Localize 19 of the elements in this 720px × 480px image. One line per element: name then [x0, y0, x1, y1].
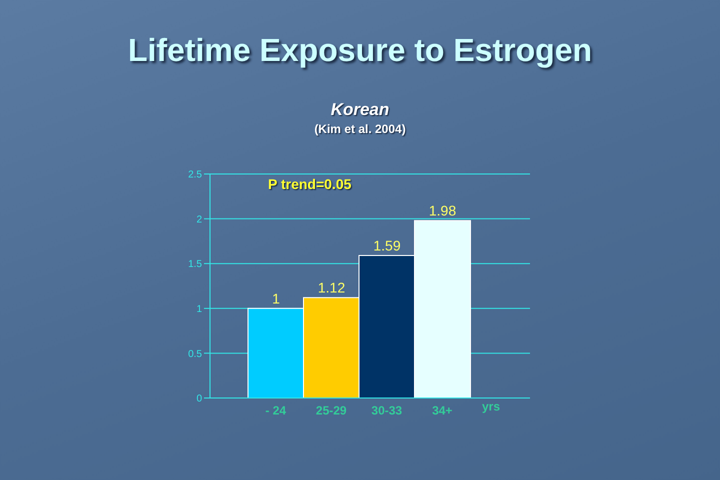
data-label: 1.98 [428, 202, 456, 219]
data-label: 1.59 [373, 238, 401, 254]
chart-subtitle: Korean [330, 100, 390, 120]
y-tick-label: 0.5 [188, 348, 202, 360]
annotation: P trend=0.05 [268, 176, 352, 192]
text: (Kim et al. 2004) [313, 122, 407, 136]
y-tick-label: 2 [196, 214, 202, 226]
y-tick-label: 1.5 [188, 259, 202, 270]
y-tick-label: 1 [196, 304, 202, 315]
x-tick-label: 30-33 [371, 404, 402, 418]
y-tick-label: 0 [196, 394, 202, 405]
x-tick-label: - 24 [265, 404, 286, 418]
data-label: 1 [272, 290, 280, 306]
y-tick-label: 2.5 [188, 170, 202, 181]
chart-title: Lifetime Exposure to Estrogen [126, 32, 594, 69]
x-tick-label: 34+ [432, 404, 452, 418]
x-tick-label: 25-29 [316, 404, 347, 418]
data-label: 1.12 [318, 280, 346, 296]
x-axis-title: yrs [482, 399, 500, 414]
